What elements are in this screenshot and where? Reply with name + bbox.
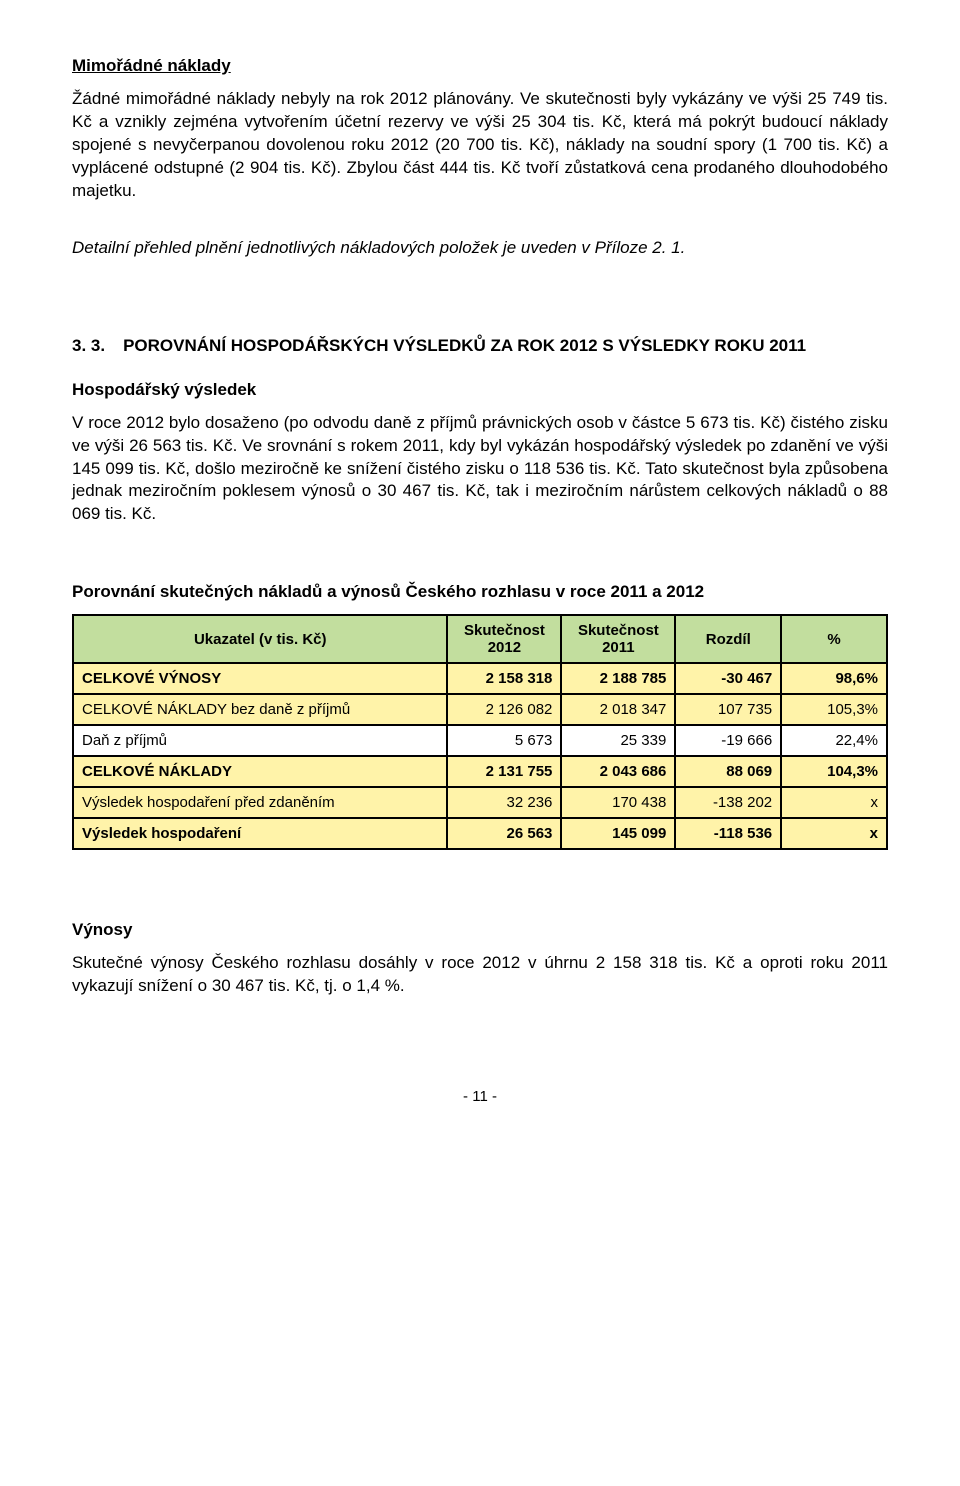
heading-number: 3. 3. (72, 336, 105, 356)
table-cell: 170 438 (561, 787, 675, 818)
th-ukazatel: Ukazatel (v tis. Kč) (73, 615, 447, 663)
table-cell: CELKOVÉ NÁKLADY bez daně z příjmů (73, 694, 447, 725)
table-cell: CELKOVÉ NÁKLADY (73, 756, 447, 787)
table-cell: Výsledek hospodaření (73, 818, 447, 849)
table-cell: 145 099 (561, 818, 675, 849)
table-cell: 88 069 (675, 756, 781, 787)
heading-section-3-3: 3. 3. POROVNÁNÍ HOSPODÁŘSKÝCH VÝSLEDKŮ Z… (72, 336, 888, 356)
table-cell: -138 202 (675, 787, 781, 818)
para-detail-note: Detailní přehled plnění jednotlivých nák… (72, 237, 888, 260)
table-row: Výsledek hospodaření26 563145 099-118 53… (73, 818, 887, 849)
table-cell: 2 131 755 (447, 756, 561, 787)
table-cell: 22,4% (781, 725, 887, 756)
comparison-table: Ukazatel (v tis. Kč) Skutečnost 2012 Sku… (72, 614, 888, 850)
heading-vynosy: Výnosy (72, 920, 888, 940)
page-container: Mimořádné náklady Žádné mimořádné náklad… (0, 0, 960, 1145)
th-rozdil: Rozdíl (675, 615, 781, 663)
table-cell: CELKOVÉ VÝNOSY (73, 663, 447, 694)
table-cell: 107 735 (675, 694, 781, 725)
table-cell: 32 236 (447, 787, 561, 818)
table-row: Daň z příjmů5 67325 339-19 66622,4% (73, 725, 887, 756)
table-cell: 105,3% (781, 694, 887, 725)
table-cell: 98,6% (781, 663, 887, 694)
table-cell: Výsledek hospodaření před zdaněním (73, 787, 447, 818)
table-cell: Daň z příjmů (73, 725, 447, 756)
para-vynosy: Skutečné výnosy Českého rozhlasu dosáhly… (72, 952, 888, 998)
table-cell: x (781, 787, 887, 818)
table-cell: 2 158 318 (447, 663, 561, 694)
page-number: - 11 - (72, 1088, 888, 1105)
table-cell: x (781, 818, 887, 849)
table-cell: 2 126 082 (447, 694, 561, 725)
th-percent: % (781, 615, 887, 663)
para-mimoradne-naklady: Žádné mimořádné náklady nebyly na rok 20… (72, 88, 888, 203)
th-skutecnost-2012: Skutečnost 2012 (447, 615, 561, 663)
table-cell: 104,3% (781, 756, 887, 787)
heading-table-title: Porovnání skutečných nákladů a výnosů Če… (72, 582, 888, 602)
th-skutecnost-2011: Skutečnost 2011 (561, 615, 675, 663)
table-row: CELKOVÉ VÝNOSY2 158 3182 188 785-30 4679… (73, 663, 887, 694)
table-row: CELKOVÉ NÁKLADY bez daně z příjmů2 126 0… (73, 694, 887, 725)
table-cell: 25 339 (561, 725, 675, 756)
table-cell: 2 043 686 (561, 756, 675, 787)
table-cell: -118 536 (675, 818, 781, 849)
table-cell: 5 673 (447, 725, 561, 756)
table-cell: -19 666 (675, 725, 781, 756)
heading-title: POROVNÁNÍ HOSPODÁŘSKÝCH VÝSLEDKŮ ZA ROK … (123, 336, 888, 356)
heading-hospodarsky-vysledek: Hospodářský výsledek (72, 380, 888, 400)
table-header-row: Ukazatel (v tis. Kč) Skutečnost 2012 Sku… (73, 615, 887, 663)
table-cell: 26 563 (447, 818, 561, 849)
table-row: CELKOVÉ NÁKLADY2 131 7552 043 68688 0691… (73, 756, 887, 787)
table-cell: 2 188 785 (561, 663, 675, 694)
table-cell: 2 018 347 (561, 694, 675, 725)
table-row: Výsledek hospodaření před zdaněním32 236… (73, 787, 887, 818)
table-cell: -30 467 (675, 663, 781, 694)
heading-mimoradne-naklady: Mimořádné náklady (72, 56, 888, 76)
para-hospodarsky-vysledek: V roce 2012 bylo dosaženo (po odvodu dan… (72, 412, 888, 527)
